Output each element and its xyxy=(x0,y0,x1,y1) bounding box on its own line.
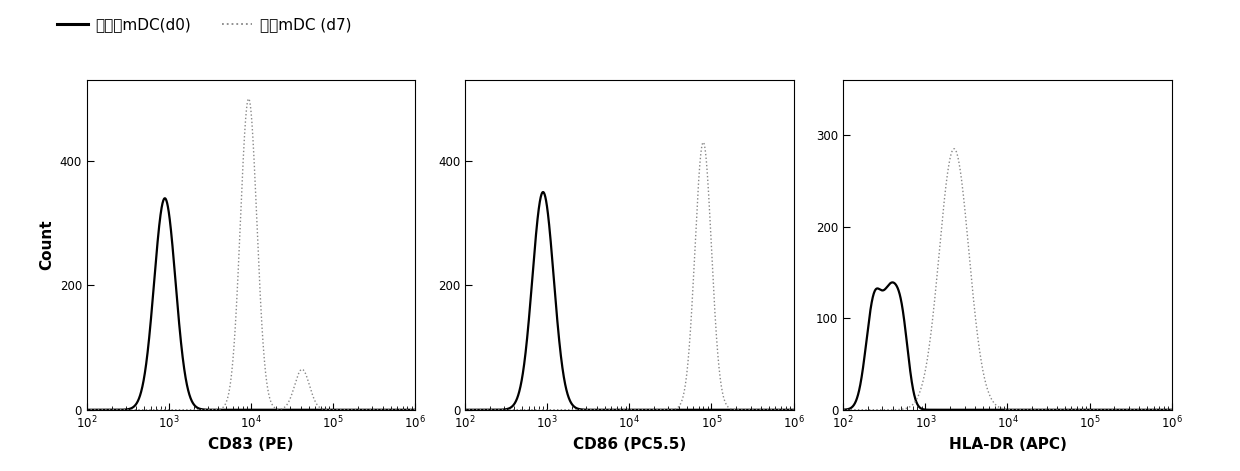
X-axis label: CD83 (PE): CD83 (PE) xyxy=(208,437,294,452)
X-axis label: HLA-DR (APC): HLA-DR (APC) xyxy=(949,437,1066,452)
Y-axis label: Count: Count xyxy=(40,219,55,270)
X-axis label: CD86 (PC5.5): CD86 (PC5.5) xyxy=(573,437,686,452)
Legend: 未成熟mDC(d0), 成熟mDC (d7): 未成熟mDC(d0), 成熟mDC (d7) xyxy=(57,17,351,32)
